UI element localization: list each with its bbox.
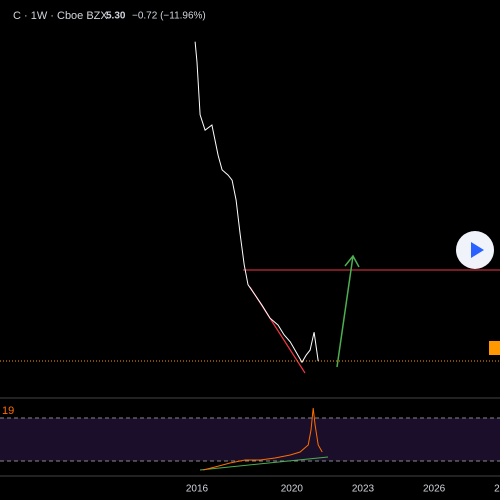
x-tick-label: 2020 [281,484,304,495]
arrow [336,255,354,368]
series-line [203,407,323,471]
indicator-label: 19 [2,405,14,417]
change: −0.72 (−11.96%) [132,11,206,22]
x-tick-label: 2029 [494,484,500,495]
x-tick-label: 2023 [352,484,375,495]
arrow-head [344,254,360,268]
symbol: C · 1W · Cboe BZX [13,10,108,22]
series-line [194,41,319,364]
play-icon [471,242,484,258]
price: 5.30 [106,11,126,22]
price-tag [489,341,500,355]
x-tick-label: 2026 [423,484,446,495]
indicator-band [0,418,500,461]
indicator-trend [199,456,329,471]
x-tick-label: 2016 [186,484,209,495]
